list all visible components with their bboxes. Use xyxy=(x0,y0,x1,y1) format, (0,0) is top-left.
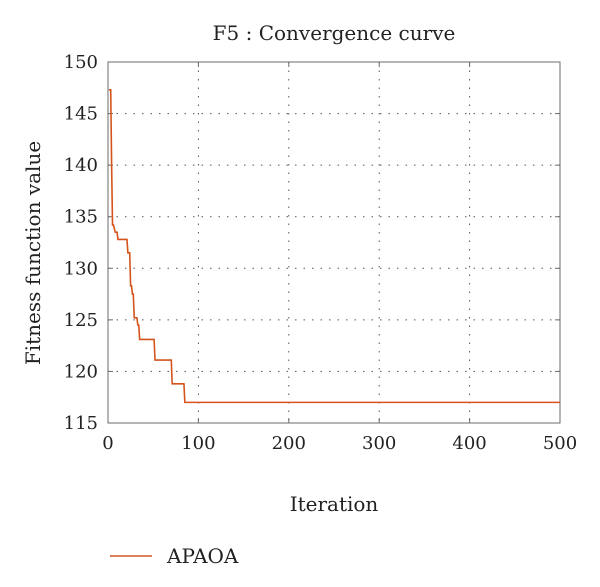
legend-label-apaoa: APAOA xyxy=(166,544,239,568)
x-axis-label: Iteration xyxy=(290,492,379,516)
series-lines xyxy=(108,89,560,404)
x-tick-label: 400 xyxy=(452,433,486,454)
y-tick-label: 145 xyxy=(64,104,98,125)
y-tick-label: 125 xyxy=(64,310,98,331)
x-axis-tick-labels: 0 100 200 300 400 500 xyxy=(102,433,577,454)
chart-title: F5 : Convergence curve xyxy=(213,21,456,45)
y-tick-label: 120 xyxy=(64,361,98,382)
y-axis-tick-labels: 115 120 125 130 135 140 145 150 xyxy=(64,52,98,434)
x-tick-label: 0 xyxy=(102,433,113,454)
y-tick-label: 130 xyxy=(64,258,98,279)
y-tick-label: 140 xyxy=(64,155,98,176)
plot-area xyxy=(107,61,561,424)
legend: APAOA xyxy=(110,544,239,568)
y-tick-label: 150 xyxy=(64,52,98,73)
x-tick-label: 300 xyxy=(362,433,396,454)
grid-lines xyxy=(108,62,560,423)
axis-tick-marks xyxy=(107,61,561,424)
series-line-apaoa xyxy=(108,89,560,404)
x-tick-label: 100 xyxy=(181,433,215,454)
x-tick-label: 200 xyxy=(272,433,306,454)
y-tick-label: 115 xyxy=(64,413,98,434)
x-tick-label: 500 xyxy=(543,433,577,454)
y-axis-label: Fitness function value xyxy=(21,141,45,365)
y-tick-label: 135 xyxy=(64,207,98,228)
